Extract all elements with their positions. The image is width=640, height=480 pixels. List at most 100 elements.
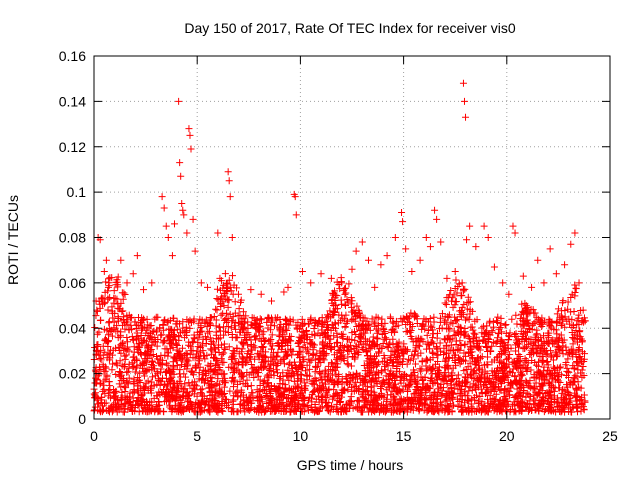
band-point [287, 337, 295, 345]
band-point [100, 300, 108, 308]
band-point [295, 336, 303, 344]
band-point [436, 383, 444, 391]
data-point [437, 238, 445, 246]
data-point [398, 209, 406, 217]
band-point [231, 298, 239, 306]
band-point [410, 390, 418, 398]
band-point [170, 314, 178, 322]
band-point [539, 357, 547, 365]
band-point [171, 353, 179, 361]
band-point [209, 339, 217, 347]
band-point [374, 399, 382, 407]
band-point [212, 322, 220, 330]
data-point [220, 302, 228, 310]
band-point [465, 397, 473, 405]
band-point [461, 331, 469, 339]
band-point [306, 365, 314, 373]
data-point [466, 222, 474, 230]
band-point [507, 384, 515, 392]
band-point [452, 351, 460, 359]
band-point [465, 387, 473, 395]
band-point [558, 320, 566, 328]
band-point [448, 376, 456, 384]
band-point [380, 394, 388, 402]
band-point [291, 396, 299, 404]
band-point [498, 328, 506, 336]
band-point [367, 392, 375, 400]
band-point [160, 317, 168, 325]
band-point [268, 345, 276, 353]
band-point [577, 395, 585, 403]
band-point [491, 405, 499, 413]
band-point [113, 295, 121, 303]
band-point [111, 309, 119, 317]
band-point [527, 366, 535, 374]
band-point [242, 359, 250, 367]
band-point [489, 338, 497, 346]
band-point [332, 302, 340, 310]
band-point [91, 323, 99, 331]
band-point [382, 334, 390, 342]
band-point [517, 327, 525, 335]
band-point [465, 315, 473, 323]
band-point [247, 360, 255, 368]
band-point [437, 380, 445, 388]
band-point [342, 400, 350, 408]
band-point [381, 354, 389, 362]
band-point [198, 316, 206, 324]
band-point [516, 389, 524, 397]
band-point [410, 400, 418, 408]
band-point [502, 407, 510, 415]
band-point [248, 321, 256, 329]
band-point [229, 350, 237, 358]
band-point [318, 326, 326, 334]
band-point [123, 368, 131, 376]
band-point [104, 331, 112, 339]
band-point [520, 322, 528, 330]
band-point [519, 402, 527, 410]
band-point [223, 296, 231, 304]
band-point [125, 347, 133, 355]
band-point [240, 355, 248, 363]
band-point [421, 325, 429, 333]
band-point [121, 325, 129, 333]
band-point [169, 395, 177, 403]
band-point [568, 323, 576, 331]
band-point [416, 365, 424, 373]
band-point [483, 361, 491, 369]
band-point [501, 321, 509, 329]
band-point [198, 385, 206, 393]
band-point [237, 370, 245, 378]
band-point [432, 343, 440, 351]
band-point [213, 295, 221, 303]
band-point [566, 405, 574, 413]
band-point [122, 351, 130, 359]
band-point [407, 309, 415, 317]
band-point [361, 373, 369, 381]
band-point [539, 320, 547, 328]
band-point [434, 351, 442, 359]
data-point [567, 240, 575, 248]
band-point [250, 333, 258, 341]
band-point [220, 340, 228, 348]
band-point [248, 346, 256, 354]
data-point [511, 229, 519, 237]
band-point [332, 371, 340, 379]
band-point [201, 355, 209, 363]
band-point [195, 333, 203, 341]
band-point [562, 401, 570, 409]
band-point [264, 313, 272, 321]
band-point [210, 354, 218, 362]
band-point [494, 313, 502, 321]
band-point [245, 406, 253, 414]
band-point [121, 388, 129, 396]
band-point [212, 397, 220, 405]
band-point [339, 330, 347, 338]
band-point [281, 347, 289, 355]
band-point [537, 382, 545, 390]
band-point [575, 311, 583, 319]
band-point [168, 368, 176, 376]
y-tick-label: 0 [78, 411, 86, 427]
band-point [286, 332, 293, 340]
band-point [441, 299, 449, 307]
